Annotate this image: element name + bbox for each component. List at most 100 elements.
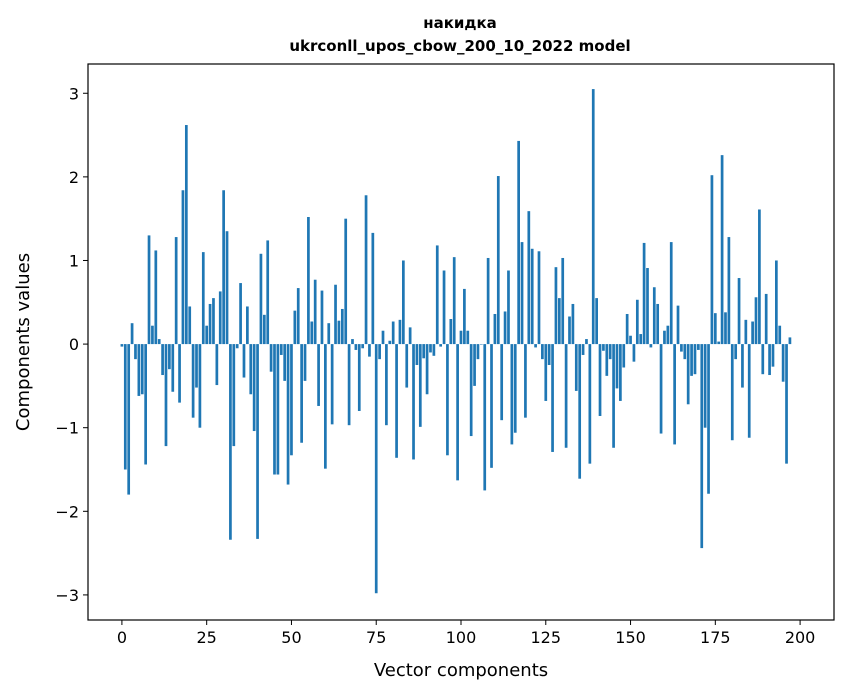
bar [496, 176, 500, 345]
y-tick-label: 2 [69, 168, 79, 187]
bar [680, 344, 683, 352]
bar [591, 89, 595, 345]
chart-subtitle: ukrconll_upos_cbow_200_10_2022 model [289, 37, 630, 55]
bar [771, 344, 775, 367]
bar [578, 344, 582, 479]
bar [479, 344, 483, 345]
bar [364, 195, 368, 345]
bar [385, 344, 388, 426]
bar [527, 211, 531, 345]
bar [140, 344, 144, 395]
bar [229, 344, 232, 540]
bar [588, 344, 592, 464]
bar [622, 344, 626, 368]
bar [246, 306, 249, 345]
bar [703, 344, 707, 428]
bar [151, 325, 154, 345]
bar [510, 344, 514, 445]
bar [276, 344, 280, 475]
bar [741, 344, 744, 388]
bar [174, 237, 178, 345]
bar [134, 344, 137, 360]
bar [398, 319, 402, 345]
bar [534, 344, 537, 348]
bar [446, 344, 449, 456]
bar [469, 344, 473, 437]
bar [561, 257, 565, 345]
x-tick-label: 75 [366, 628, 386, 647]
bar [317, 344, 320, 406]
bar [161, 344, 164, 376]
y-axis-ticks: −3 −2 −1 0 1 2 3 [55, 84, 88, 605]
bar [585, 339, 588, 345]
bar [361, 344, 365, 349]
bar [313, 279, 317, 345]
bar [707, 344, 710, 494]
y-tick-label: −1 [55, 419, 79, 438]
bar [747, 344, 751, 438]
bar [293, 310, 297, 345]
bar [646, 268, 649, 345]
bar [500, 344, 504, 421]
bar [456, 344, 459, 481]
bar [205, 325, 209, 345]
bar [164, 344, 168, 447]
bar [171, 344, 175, 392]
bar [337, 320, 341, 345]
x-tick-label: 50 [281, 628, 301, 647]
bar [310, 321, 314, 345]
bar [778, 325, 782, 345]
bar [730, 344, 734, 441]
bar [693, 344, 697, 375]
bar [256, 344, 259, 539]
bar [751, 321, 754, 345]
bar [666, 325, 670, 345]
bar [669, 242, 673, 345]
bar [334, 284, 337, 345]
bar [279, 344, 283, 355]
plot-frame [87, 63, 835, 621]
bar [340, 308, 344, 345]
bar [415, 344, 419, 365]
bar [595, 298, 598, 345]
bar [249, 344, 253, 395]
bar [225, 231, 229, 345]
bar [530, 248, 534, 345]
bar [178, 344, 181, 403]
bar [557, 298, 561, 345]
bar [354, 344, 358, 350]
bar [737, 278, 741, 345]
bar [137, 344, 141, 396]
bar [307, 217, 310, 345]
bar [290, 344, 293, 456]
bar [330, 344, 334, 425]
bar [320, 290, 324, 345]
bar [381, 330, 385, 345]
bar [700, 344, 704, 549]
bar [324, 344, 327, 469]
bar [303, 344, 307, 381]
bar [635, 299, 639, 345]
bar [195, 344, 198, 388]
bar [459, 330, 463, 345]
bar [395, 344, 398, 458]
bar [168, 344, 171, 370]
bar [371, 232, 375, 345]
bar [652, 287, 656, 345]
bar [432, 344, 436, 356]
bar [412, 344, 415, 460]
bar [184, 125, 188, 345]
bar [429, 344, 432, 353]
bar [144, 344, 147, 465]
bar [123, 344, 127, 470]
bar [127, 344, 131, 495]
bar [764, 293, 768, 345]
bar [347, 344, 351, 426]
bar [507, 270, 510, 345]
bar [232, 344, 236, 447]
bar [157, 339, 161, 345]
bar [554, 267, 558, 345]
bar [744, 319, 748, 345]
bar [218, 291, 222, 345]
